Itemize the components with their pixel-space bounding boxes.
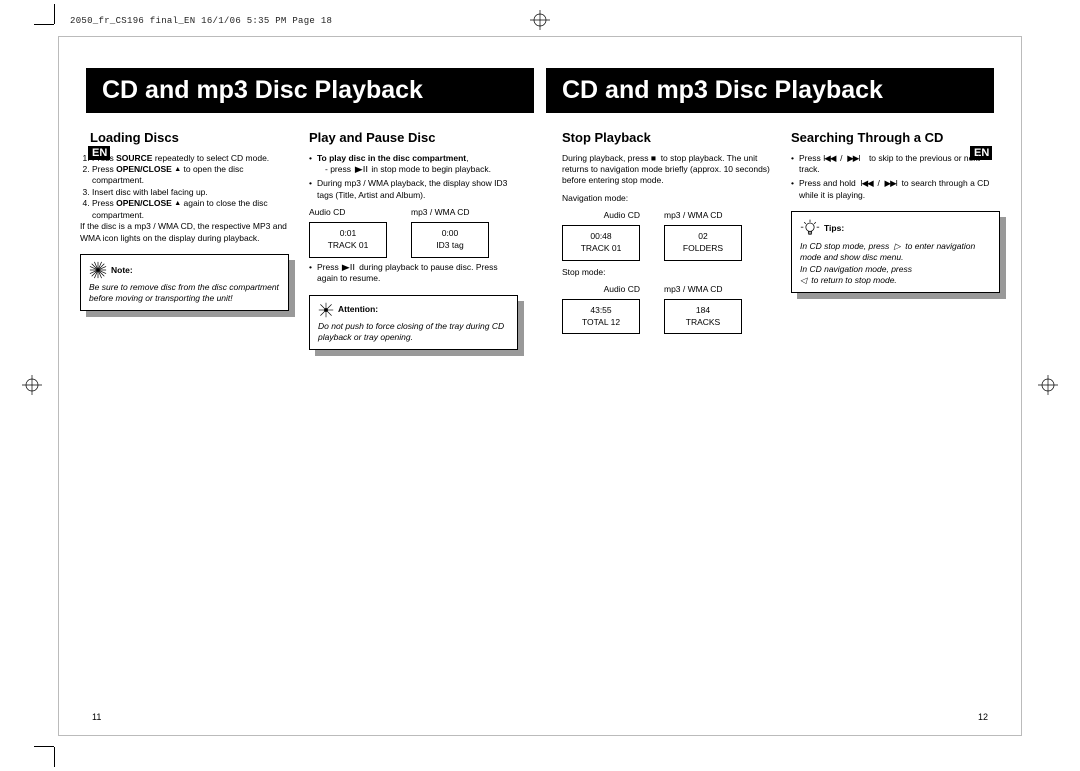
mode-label: Stop mode: bbox=[562, 267, 771, 278]
section-searching: Searching Through a CD Press ǀ◀◀ / ▶▶ǀ t… bbox=[781, 129, 1010, 338]
list-item: To play disc in the disc compartment,- p… bbox=[309, 153, 518, 176]
page-right: CD and mp3 Disc Playback EN Stop Playbac… bbox=[540, 36, 1022, 736]
mode-label: Navigation mode: bbox=[562, 193, 771, 204]
display-heading: mp3 / WMA CD bbox=[664, 284, 742, 295]
attention-icon bbox=[318, 302, 334, 318]
page-title: CD and mp3 Disc Playback bbox=[86, 68, 534, 113]
page-spread: CD and mp3 Disc Playback EN Loading Disc… bbox=[58, 36, 1022, 736]
page-number: 12 bbox=[978, 712, 988, 722]
note-label: Note: bbox=[111, 265, 133, 276]
display-cell: 0:00 ID3 tag bbox=[411, 222, 489, 258]
loading-after-text: If the disc is a mp3 / WMA CD, the respe… bbox=[80, 221, 289, 244]
display-cell: 184 TRACKS bbox=[664, 299, 742, 335]
display-cell: 0:01 TRACK 01 bbox=[309, 222, 387, 258]
loading-steps: Press SOURCE repeatedly to select CD mod… bbox=[80, 153, 289, 222]
display-heading: Audio CD bbox=[562, 284, 640, 295]
list-item: Press ▶ǀǀ during playback to pause disc.… bbox=[309, 262, 518, 285]
crop-mark bbox=[54, 4, 55, 24]
attention-label: Attention: bbox=[338, 304, 378, 315]
stop-body-text: During playback, press ■ to stop playbac… bbox=[562, 153, 771, 187]
display-heading: Audio CD bbox=[309, 207, 387, 218]
display-heading: mp3 / WMA CD bbox=[664, 210, 742, 221]
display-cell: 00:48 TRACK 01 bbox=[562, 225, 640, 261]
page-number: 11 bbox=[92, 712, 101, 722]
display-heading: Audio CD bbox=[562, 210, 640, 221]
page-left: CD and mp3 Disc Playback EN Loading Disc… bbox=[58, 36, 540, 736]
list-item: Press SOURCE repeatedly to select CD mod… bbox=[92, 153, 289, 164]
tips-callout: Tips: In CD stop mode, press ▷ to enter … bbox=[791, 211, 1000, 292]
section-heading: Stop Playback bbox=[562, 129, 771, 147]
list-item: Press ǀ◀◀ / ▶▶ǀ to skip to the previous … bbox=[791, 153, 1000, 176]
list-item: Insert disc with label facing up. bbox=[92, 187, 289, 198]
section-play-pause: Play and Pause Disc To play disc in the … bbox=[299, 129, 528, 350]
display-heading: mp3 / WMA CD bbox=[411, 207, 489, 218]
section-heading: Play and Pause Disc bbox=[309, 129, 518, 147]
attention-callout: Attention: Do not push to force closing … bbox=[309, 295, 518, 350]
display-cell: 43:55 TOTAL 12 bbox=[562, 299, 640, 335]
display-cell: 02 FOLDERS bbox=[664, 225, 742, 261]
page-title: CD and mp3 Disc Playback bbox=[546, 68, 994, 113]
list-item: Press and hold ǀ◀◀ / ▶▶ǀ to search throu… bbox=[791, 178, 1000, 201]
note-body: Be sure to remove disc from the disc com… bbox=[89, 282, 280, 304]
registration-mark-icon bbox=[22, 375, 42, 395]
lang-badge: EN bbox=[88, 146, 110, 160]
registration-mark-icon bbox=[1038, 375, 1058, 395]
crop-mark bbox=[54, 747, 55, 767]
note-icon bbox=[89, 261, 107, 279]
list-item: During mp3 / WMA playback, the display s… bbox=[309, 178, 518, 201]
tips-label: Tips: bbox=[824, 223, 844, 234]
list-item: Press OPEN/CLOSE ▲ again to close the di… bbox=[92, 198, 289, 221]
section-loading-discs: Loading Discs Press SOURCE repeatedly to… bbox=[70, 129, 299, 350]
attention-body: Do not push to force closing of the tray… bbox=[318, 321, 509, 343]
tips-icon bbox=[800, 218, 820, 238]
section-heading: Searching Through a CD bbox=[791, 129, 1000, 147]
note-callout: Note: Be sure to remove disc from the di… bbox=[80, 254, 289, 311]
print-header-meta: 2050_fr_CS196 final_EN 16/1/06 5:35 PM P… bbox=[70, 16, 332, 26]
section-stop-playback: Stop Playback During playback, press ■ t… bbox=[552, 129, 781, 338]
registration-mark-icon bbox=[530, 10, 550, 30]
section-heading: Loading Discs bbox=[90, 129, 289, 147]
crop-mark bbox=[34, 24, 54, 25]
list-item: Press OPEN/CLOSE ▲ to open the disc comp… bbox=[92, 164, 289, 187]
crop-mark bbox=[34, 746, 54, 747]
tips-body: In CD stop mode, press ▷ to enter naviga… bbox=[800, 241, 991, 285]
